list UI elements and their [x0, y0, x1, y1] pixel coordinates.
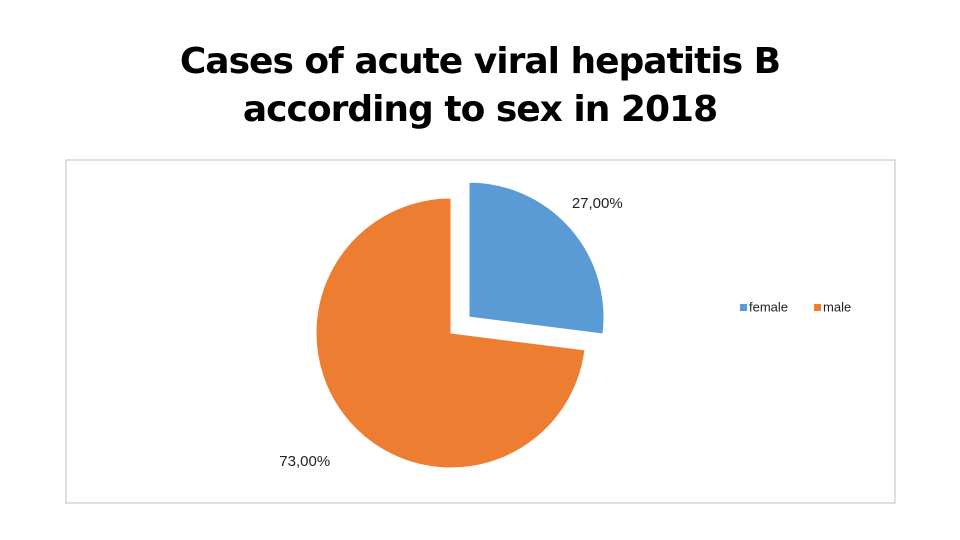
legend-swatch — [814, 304, 822, 311]
data-label: 27,00% — [572, 195, 623, 212]
legend-label: female — [749, 299, 788, 314]
legend-swatch — [740, 304, 747, 311]
chart-title: Cases of acute viral hepatitis B accordi… — [179, 41, 781, 130]
pie-slice — [315, 197, 586, 469]
data-label: 73,00% — [279, 453, 330, 470]
legend-label: male — [823, 299, 851, 314]
pie-slice — [468, 181, 605, 335]
